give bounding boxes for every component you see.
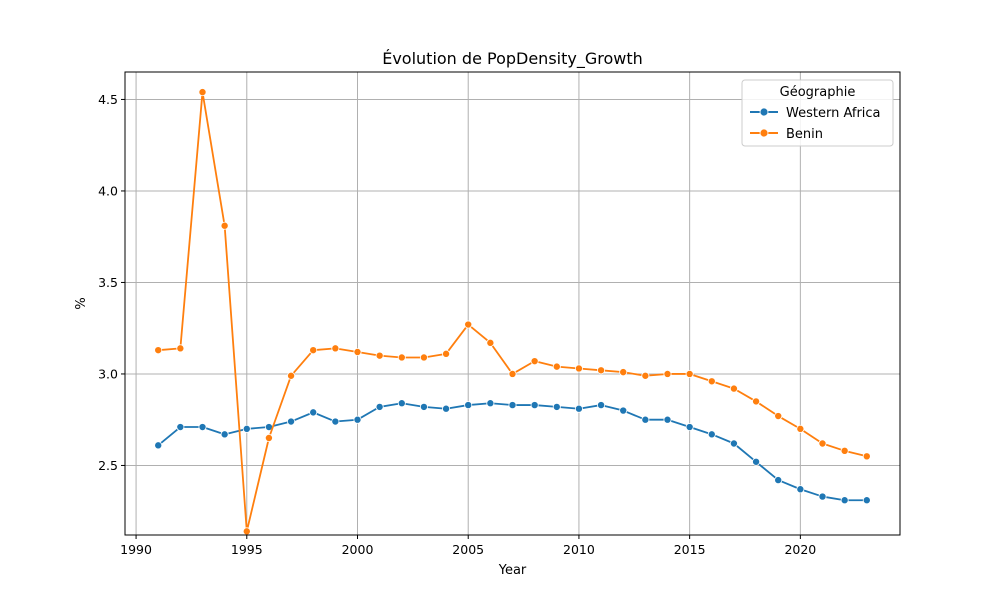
data-point-benin-2001 (375, 351, 384, 360)
data-point-benin-1992 (176, 344, 185, 353)
x-tick-label-2010: 2010 (563, 542, 595, 557)
x-tick-label-2020: 2020 (784, 542, 816, 557)
data-point-western-africa-1999 (331, 417, 340, 426)
data-point-western-africa-2013 (641, 415, 650, 424)
data-point-western-africa-2001 (375, 402, 384, 411)
data-point-western-africa-2004 (442, 404, 451, 413)
data-point-western-africa-2015 (685, 423, 694, 432)
data-point-western-africa-1997 (287, 417, 296, 426)
data-point-benin-2019 (774, 412, 783, 421)
data-point-benin-2020 (796, 424, 805, 433)
data-point-western-africa-2021 (818, 492, 827, 501)
y-axis-label: % (74, 297, 89, 309)
data-point-benin-2014 (663, 369, 672, 378)
x-tick-label-2005: 2005 (452, 542, 484, 557)
data-point-benin-2002 (397, 353, 406, 362)
data-point-western-africa-2006 (486, 399, 495, 408)
series-layer (154, 88, 871, 536)
legend-marker-western-africa (759, 107, 769, 117)
data-point-benin-1997 (287, 371, 296, 380)
legend: Géographie Western Africa Benin (741, 79, 894, 147)
legend-label-western-africa: Western Africa (786, 106, 881, 121)
data-point-western-africa-2009 (552, 402, 561, 411)
plot-frame (124, 71, 901, 536)
y-tick-label-2.5: 2.5 (98, 458, 118, 473)
x-tick-label-1990: 1990 (120, 542, 152, 557)
data-point-benin-2017 (729, 384, 738, 393)
y-tick-label-3.5: 3.5 (98, 275, 118, 290)
data-point-benin-2018 (752, 397, 761, 406)
data-point-benin-2007 (508, 369, 517, 378)
y-tick-label-3: 3.0 (98, 366, 118, 381)
data-point-benin-2023 (862, 452, 871, 461)
data-point-benin-2010 (574, 364, 583, 373)
data-point-benin-2006 (486, 338, 495, 347)
data-point-western-africa-2000 (353, 415, 362, 424)
data-point-benin-2008 (530, 357, 539, 366)
legend-box (741, 79, 894, 147)
data-point-benin-2003 (419, 353, 428, 362)
y-tick-label-4.5: 4.5 (98, 92, 118, 107)
data-point-western-africa-2005 (464, 401, 473, 410)
data-point-western-africa-2023 (862, 496, 871, 505)
data-point-western-africa-2008 (530, 401, 539, 410)
data-point-western-africa-2018 (752, 457, 761, 466)
legend-label-benin: Benin (786, 127, 823, 142)
legend-title: Géographie (780, 85, 856, 100)
data-point-benin-2011 (597, 366, 606, 375)
data-point-western-africa-2017 (729, 439, 738, 448)
data-point-western-africa-1998 (309, 408, 318, 417)
data-point-benin-1993 (198, 88, 207, 97)
data-point-western-africa-1994 (220, 430, 229, 439)
x-tick-label-1995: 1995 (231, 542, 263, 557)
data-point-benin-1999 (331, 344, 340, 353)
data-point-benin-1995 (242, 527, 251, 536)
data-point-benin-2022 (840, 446, 849, 455)
data-point-benin-2009 (552, 362, 561, 371)
data-point-benin-2021 (818, 439, 827, 448)
y-tick-label-4: 4.0 (98, 183, 118, 198)
x-tick-label-2015: 2015 (674, 542, 706, 557)
data-point-western-africa-2019 (774, 476, 783, 485)
grid (125, 72, 900, 535)
data-point-western-africa-1993 (198, 423, 207, 432)
data-point-benin-2015 (685, 369, 694, 378)
data-point-western-africa-1991 (154, 441, 163, 450)
data-point-benin-2012 (619, 368, 628, 377)
data-point-western-africa-2003 (419, 402, 428, 411)
data-point-benin-2013 (641, 371, 650, 380)
data-point-benin-1991 (154, 346, 163, 355)
data-point-western-africa-2020 (796, 485, 805, 494)
data-point-western-africa-2002 (397, 399, 406, 408)
data-point-benin-1998 (309, 346, 318, 355)
data-point-western-africa-2007 (508, 401, 517, 410)
data-point-western-africa-1995 (242, 424, 251, 433)
data-point-benin-2005 (464, 320, 473, 329)
data-point-western-africa-2014 (663, 415, 672, 424)
x-tick-label-2000: 2000 (342, 542, 374, 557)
legend-marker-benin (759, 128, 769, 138)
data-point-western-africa-2010 (574, 404, 583, 413)
chart-title: Évolution de PopDensity_Growth (382, 49, 643, 69)
data-point-benin-2016 (707, 377, 716, 386)
data-point-benin-1994 (220, 221, 229, 230)
data-point-western-africa-2012 (619, 406, 628, 415)
data-point-western-africa-2022 (840, 496, 849, 505)
axis-ticks: 1990 1995 2000 2005 2010 2015 2020 2.5 3.0 3.5 4.0… (98, 92, 816, 557)
data-point-benin-2000 (353, 347, 362, 356)
x-axis-label: Year (498, 563, 527, 578)
data-point-benin-2004 (442, 349, 451, 358)
data-point-western-africa-2016 (707, 430, 716, 439)
data-point-benin-1996 (264, 434, 273, 443)
data-point-western-africa-2011 (597, 401, 606, 410)
data-point-western-africa-1992 (176, 423, 185, 432)
